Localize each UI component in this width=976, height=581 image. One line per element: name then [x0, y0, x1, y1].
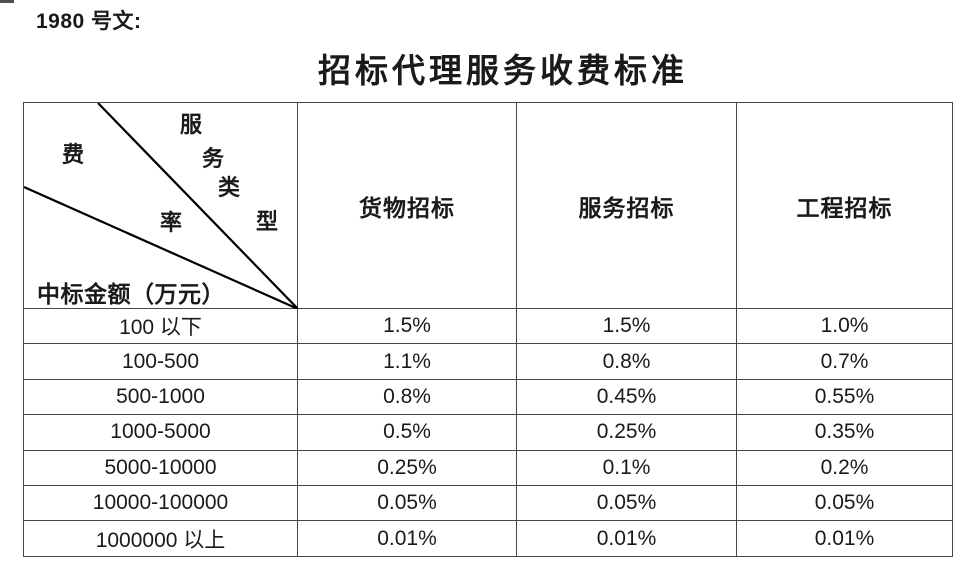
diagonal-divider-lines: [24, 103, 298, 309]
service-rate-cell: 0.25%: [516, 414, 737, 451]
engineering-rate-cell: 0.2%: [736, 449, 953, 486]
service-type-label-char: 服: [180, 112, 203, 137]
goods-rate-cell: 0.05%: [297, 484, 517, 522]
amount-axis-label: 中标金额（万元）: [37, 282, 225, 307]
engineering-rate-cell: 0.05%: [736, 484, 953, 522]
amount-range-cell: 10000-100000: [23, 484, 298, 522]
service-rate-cell: 0.1%: [516, 449, 737, 486]
goods-rate-cell: 0.01%: [297, 520, 517, 557]
goods-rate-cell: 1.1%: [297, 343, 517, 380]
table-row: 100-500 1.1% 0.8% 0.7%: [23, 343, 953, 380]
amount-range-cell: 1000-5000: [23, 414, 298, 451]
table-header-row: 费 率 服 务 类 型 中标金额（万元） 货物招标 服务招标 工程招标: [23, 102, 953, 309]
service-rate-cell: 0.45%: [516, 378, 737, 416]
goods-rate-cell: 0.5%: [297, 414, 517, 451]
engineering-rate-cell: 0.55%: [736, 378, 953, 416]
service-type-label-char: 型: [256, 209, 279, 234]
amount-range-cell: 100-500: [23, 343, 298, 380]
goods-rate-cell: 0.25%: [297, 449, 517, 486]
table-row: 5000-10000 0.25% 0.1% 0.2%: [23, 449, 953, 486]
fee-rate-label-char: 率: [160, 210, 183, 235]
column-header-service: 服务招标: [516, 102, 737, 309]
engineering-rate-cell: 0.7%: [736, 343, 953, 380]
table-row: 10000-100000 0.05% 0.05% 0.05%: [23, 484, 953, 522]
amount-range-cell: 100 以下: [23, 307, 298, 345]
column-header-engineering: 工程招标: [736, 102, 953, 309]
service-type-label-char: 务: [202, 146, 225, 171]
service-rate-cell: 0.01%: [516, 520, 737, 557]
table-row: 1000000 以上 0.01% 0.01% 0.01%: [23, 520, 953, 557]
doc-number-label: 1980 号文:: [36, 10, 142, 33]
service-rate-cell: 1.5%: [516, 307, 737, 345]
column-header-goods: 货物招标: [297, 102, 517, 309]
screen-edge-artifact: [0, 0, 14, 3]
amount-range-cell: 5000-10000: [23, 449, 298, 486]
service-type-label-char: 类: [218, 175, 241, 200]
table-row: 500-1000 0.8% 0.45% 0.55%: [23, 378, 953, 416]
corner-cell-content: 费 率 服 务 类 型 中标金额（万元）: [24, 103, 298, 309]
amount-range-cell: 500-1000: [23, 378, 298, 416]
corner-header-cell: 费 率 服 务 类 型 中标金额（万元）: [23, 102, 298, 309]
service-rate-cell: 0.05%: [516, 484, 737, 522]
goods-rate-cell: 1.5%: [297, 307, 517, 345]
amount-range-cell: 1000000 以上: [23, 520, 298, 557]
table-row: 1000-5000 0.5% 0.25% 0.35%: [23, 414, 953, 451]
table-row: 100 以下 1.5% 1.5% 1.0%: [23, 307, 953, 345]
engineering-rate-cell: 0.35%: [736, 414, 953, 451]
engineering-rate-cell: 0.01%: [736, 520, 953, 557]
fee-rate-label-char: 费: [62, 142, 85, 167]
engineering-rate-cell: 1.0%: [736, 307, 953, 345]
page-title: 招标代理服务收费标准: [318, 54, 688, 90]
service-rate-cell: 0.8%: [516, 343, 737, 380]
fee-standard-table: 费 率 服 务 类 型 中标金额（万元） 货物招标 服务招标 工程招标 100 …: [23, 102, 953, 557]
goods-rate-cell: 0.8%: [297, 378, 517, 416]
